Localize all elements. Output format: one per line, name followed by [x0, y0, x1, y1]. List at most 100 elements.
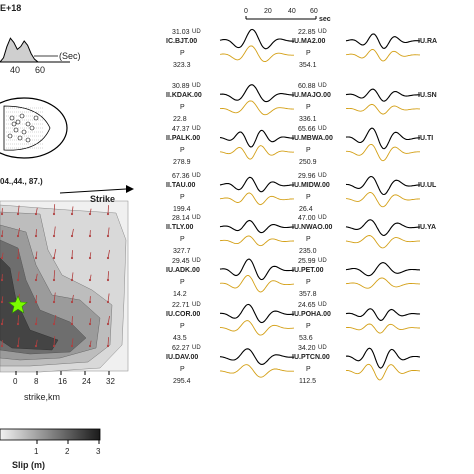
slip-vector-origin	[0, 256, 4, 260]
observed-waveform	[345, 33, 421, 49]
slip-x-tick-24: 24	[82, 377, 91, 386]
time-scale-tick-0: 0	[244, 8, 248, 15]
slip-vector-origin	[70, 278, 74, 282]
slip-vector-origin	[34, 322, 38, 326]
station-amplitude: 34.20	[298, 345, 316, 352]
synthetic-waveform	[345, 235, 421, 249]
station-phase: P	[180, 147, 185, 154]
observed-waveform	[219, 219, 295, 234]
slip-vector	[107, 293, 110, 303]
station-code: IU.MA2.00	[292, 38, 326, 45]
slip-vector-origin	[70, 256, 74, 260]
station-azimuth: 112.5	[299, 378, 316, 385]
slip-vector-origin	[70, 344, 74, 348]
colorbar-tick-3: 3	[96, 447, 101, 456]
station-amplitude: 30.89	[172, 83, 190, 90]
station-phase: P	[180, 194, 185, 201]
colorbar-label: Slip (m)	[12, 460, 45, 470]
strike-arrow	[59, 185, 134, 194]
beachball-station-marker	[13, 127, 19, 133]
slip-vector	[35, 317, 38, 325]
synthetic-waveform	[345, 49, 420, 62]
station-panel: 34.20 UD IU.PTCN.00 P 112.5	[292, 345, 378, 391]
station-phase: P	[180, 323, 185, 330]
station-azimuth: 235.0	[299, 248, 317, 255]
slip-vector-origin	[106, 300, 110, 304]
slip-vector-origin	[16, 212, 20, 216]
slip-vector-origin	[34, 278, 38, 282]
station-code: IU.YA	[418, 224, 437, 231]
slip-vector-origin	[34, 300, 38, 304]
station-code: IU.NWAO.00	[292, 224, 333, 231]
waveform-panels	[219, 28, 421, 381]
slip-x-tick-8: 8	[34, 377, 39, 386]
station-amplitude: 31.03	[172, 29, 190, 36]
slip-vector-origin	[52, 344, 56, 348]
synthetic-waveform	[219, 364, 294, 378]
station-code: IU.RA	[418, 38, 438, 45]
slip-vector	[71, 228, 74, 237]
station-code: IU.PET.00	[292, 267, 324, 274]
station-component: UD	[318, 83, 327, 89]
slip-vector-origin	[0, 300, 4, 304]
station-azimuth: 323.3	[173, 62, 191, 69]
station-phase: P	[306, 279, 311, 286]
observed-waveform	[219, 28, 294, 50]
slip-vector-origin	[106, 344, 110, 348]
slip-vector-origin	[70, 212, 74, 216]
station-azimuth: 250.9	[299, 159, 317, 166]
station-component: UD	[192, 83, 201, 89]
station-code: II.KDAK.00	[166, 92, 202, 99]
slip-vector-origin	[52, 300, 56, 304]
station-phase: P	[306, 323, 311, 330]
stf-moment-label: E+18	[0, 3, 22, 13]
station-code: IU.COR.00	[166, 311, 201, 318]
station-code: IU.PTCN.00	[292, 354, 330, 361]
slip-vector	[17, 337, 20, 347]
station-amplitude: 60.88	[298, 83, 316, 90]
station-panel: IU.TI	[418, 126, 474, 172]
time-scale-tick-20: 20	[264, 8, 272, 15]
station-phase: P	[306, 236, 311, 243]
station-component: UD	[192, 173, 201, 179]
station-code: II.TAU.00	[166, 182, 196, 189]
slip-vector	[71, 206, 74, 215]
station-azimuth: 199.4	[173, 206, 191, 213]
mechanism-parameters: 04.,44., 87.)	[0, 177, 43, 186]
observed-waveform	[345, 175, 421, 196]
slip-vectors	[0, 204, 110, 348]
observed-waveform	[219, 176, 295, 193]
station-component: UD	[192, 345, 201, 351]
time-scale-bar	[245, 16, 317, 20]
synthetic-waveform	[345, 103, 420, 115]
station-component: UD	[192, 215, 201, 221]
slip-vector	[107, 337, 109, 347]
slip-vector	[35, 229, 37, 237]
station-phase: P	[180, 50, 185, 57]
station-panel: 29.45 UD IU.ADK.00 P 14.2	[166, 258, 252, 304]
station-code: IU.TI	[418, 135, 434, 142]
station-component: UD	[318, 29, 327, 35]
slip-vector-origin	[106, 256, 110, 260]
slip-vector-origin	[0, 278, 4, 282]
slip-vector-origin	[70, 322, 74, 326]
slip-vector-origin	[52, 322, 56, 326]
slip-vector-origin	[0, 212, 4, 216]
synthetic-waveform	[219, 320, 295, 336]
station-azimuth: 336.1	[299, 116, 317, 123]
station-code: IU.POHA.00	[292, 311, 331, 318]
station-code: IU.UL	[418, 182, 437, 189]
station-panel: 65.66 UD IU.MBWA.00 P 250.9	[292, 126, 378, 172]
station-panel: 62.27 UD IU.DAV.00 P 295.4	[166, 345, 252, 391]
station-amplitude: 28.14	[172, 215, 190, 222]
beachball-station-marker	[33, 115, 39, 121]
observed-waveform	[345, 88, 421, 102]
station-amplitude: 29.96	[298, 173, 316, 180]
station-panel: 24.65 UD IU.POHA.00 P 53.6	[292, 302, 378, 348]
station-amplitude: 67.36	[172, 173, 190, 180]
station-panel: 22.71 UD IU.COR.00 P 43.5	[166, 302, 252, 348]
station-phase: P	[306, 50, 311, 57]
station-azimuth: 26.4	[299, 206, 313, 213]
station-panel: 47.37 UD II.PALK.00 P 278.9	[166, 126, 252, 172]
slip-vector	[17, 249, 19, 259]
